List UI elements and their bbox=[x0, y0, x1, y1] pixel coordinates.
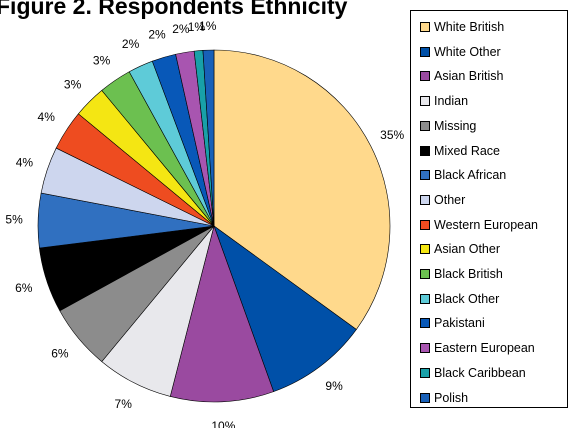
slice-value-label: 1% bbox=[188, 20, 206, 34]
legend-swatch bbox=[420, 170, 430, 181]
legend-item: Eastern European bbox=[420, 340, 535, 356]
chart-title: Figure 2. Respondents Ethnicity bbox=[0, 0, 348, 19]
slice-value-label: 5% bbox=[5, 213, 23, 227]
legend-item: Black British bbox=[420, 266, 503, 282]
legend-swatch bbox=[420, 244, 430, 255]
legend-swatch bbox=[420, 22, 430, 32]
legend-label: Polish bbox=[434, 390, 469, 405]
legend-label: Black Caribbean bbox=[434, 365, 526, 380]
slice-value-label: 4% bbox=[38, 110, 56, 124]
slice-value-label: 6% bbox=[15, 281, 33, 295]
legend-label: White British bbox=[434, 20, 505, 34]
legend-swatch bbox=[420, 46, 430, 57]
legend-label: Western European bbox=[434, 217, 538, 232]
legend-label: Asian Other bbox=[434, 242, 501, 257]
legend-swatch bbox=[420, 194, 430, 205]
legend-item: Black African bbox=[420, 167, 506, 183]
legend-swatch bbox=[420, 96, 430, 107]
pie-slice-polish bbox=[202, 49, 215, 227]
legend-label: Black British bbox=[434, 267, 503, 281]
legend-label: Black African bbox=[434, 168, 507, 183]
pie-chart: 35%9%10%7%6%6%5%4%4%3%3%2%2% 2%1%1% bbox=[5, 19, 404, 428]
legend-label: Mixed Race bbox=[434, 143, 500, 158]
legend-item: White British bbox=[420, 19, 504, 35]
legend-label: White Other bbox=[434, 44, 501, 59]
legend-swatch bbox=[420, 120, 430, 131]
legend-swatch bbox=[420, 219, 430, 230]
slice-value-label: 35% bbox=[380, 128, 404, 142]
legend-swatch bbox=[420, 343, 430, 354]
legend-item: Missing bbox=[420, 118, 476, 134]
legend-swatch bbox=[420, 392, 430, 403]
pie-slices bbox=[37, 49, 391, 403]
slice-value-label: 10% bbox=[211, 419, 235, 428]
slice-value-label: 2% bbox=[122, 37, 140, 51]
legend-item: Western European bbox=[420, 217, 538, 233]
slice-value-label: 6% bbox=[51, 347, 69, 361]
legend-label: Pakistani bbox=[434, 316, 485, 331]
legend-item: Polish bbox=[420, 390, 468, 406]
legend-label: Indian bbox=[434, 94, 469, 109]
slice-value-label: 7% bbox=[115, 397, 133, 411]
legend-label: Eastern European bbox=[434, 341, 535, 356]
legend-label: Missing bbox=[434, 118, 477, 133]
slice-value-label: 1% bbox=[199, 19, 217, 33]
legend-swatch bbox=[420, 71, 430, 82]
slice-value-label: 3% bbox=[64, 78, 82, 92]
legend-swatch bbox=[420, 318, 430, 329]
slice-value-label: 3% bbox=[93, 54, 111, 68]
legend-label: Asian British bbox=[434, 69, 504, 84]
legend-item: White Other bbox=[420, 44, 501, 60]
slice-value-label: 9% bbox=[325, 379, 343, 393]
slice-value-label: 4% bbox=[16, 155, 34, 169]
legend-item: Black Other bbox=[420, 291, 499, 307]
legend-item: Black Caribbean bbox=[420, 365, 526, 381]
legend-item: Mixed Race bbox=[420, 143, 500, 159]
legend-item: Asian Other bbox=[420, 241, 500, 257]
legend-item: Indian bbox=[420, 93, 468, 109]
legend-item: Asian British bbox=[420, 68, 503, 84]
legend: White British White Other Asian British Ind… bbox=[410, 10, 568, 408]
legend-swatch bbox=[420, 293, 430, 304]
slice-value-label: 2% bbox=[148, 27, 166, 41]
pie-slice-white-other bbox=[213, 225, 357, 392]
slice-value-label: 2% bbox=[172, 22, 190, 36]
legend-swatch bbox=[420, 367, 430, 378]
legend-label: Black Other bbox=[434, 291, 500, 306]
legend-swatch bbox=[420, 269, 430, 279]
pie-slice-white-british bbox=[213, 49, 391, 330]
legend-label: Other bbox=[434, 192, 466, 207]
pie-labels: 35%9%10%7%6%6%5%4%4%3%3%2%2% 2%1%1% bbox=[5, 19, 404, 428]
pie-slice-asian-british bbox=[169, 224, 275, 403]
legend-item: Other bbox=[420, 192, 465, 208]
legend-swatch bbox=[420, 145, 430, 156]
legend-item: Pakistani bbox=[420, 315, 485, 331]
